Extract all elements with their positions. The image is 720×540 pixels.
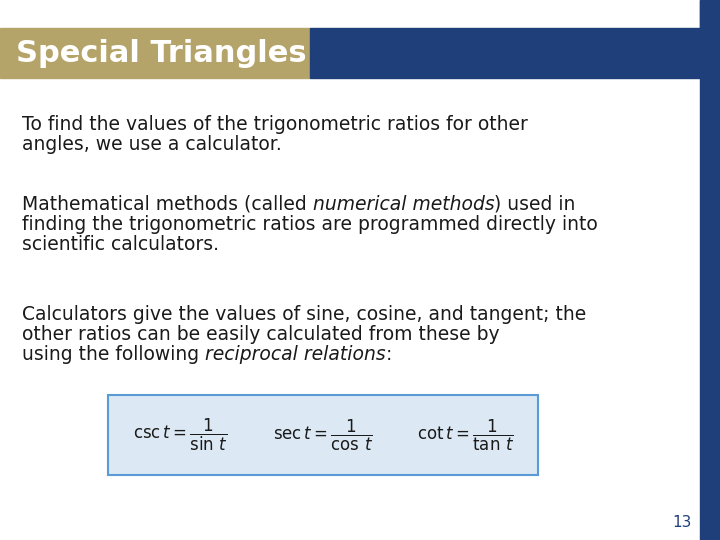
Text: 13: 13 xyxy=(672,515,692,530)
Text: numerical methods: numerical methods xyxy=(312,195,495,214)
Text: angles, we use a calculator.: angles, we use a calculator. xyxy=(22,135,282,154)
Text: Calculators give the values of sine, cosine, and tangent; the: Calculators give the values of sine, cos… xyxy=(22,305,586,324)
Text: other ratios can be easily calculated from these by: other ratios can be easily calculated fr… xyxy=(22,325,500,344)
Text: finding the trigonometric ratios are programmed directly into: finding the trigonometric ratios are pro… xyxy=(22,215,598,234)
Bar xyxy=(700,0,720,540)
Text: To find the values of the trigonometric ratios for other: To find the values of the trigonometric … xyxy=(22,115,528,134)
Text: Special Triangles: Special Triangles xyxy=(16,38,307,68)
Text: Mathematical methods (called: Mathematical methods (called xyxy=(22,195,312,214)
Bar xyxy=(0,28,310,78)
Text: :: : xyxy=(386,345,392,364)
Text: $\mathrm{csc}\,t = \dfrac{1}{\sin\,t}$: $\mathrm{csc}\,t = \dfrac{1}{\sin\,t}$ xyxy=(132,417,228,453)
Bar xyxy=(700,0,720,30)
Text: $\mathrm{sec}\,t = \dfrac{1}{\cos\,t}$: $\mathrm{sec}\,t = \dfrac{1}{\cos\,t}$ xyxy=(273,417,373,453)
Text: $\mathrm{cot}\,t = \dfrac{1}{\tan\,t}$: $\mathrm{cot}\,t = \dfrac{1}{\tan\,t}$ xyxy=(418,417,515,453)
Text: using the following: using the following xyxy=(22,345,205,364)
Text: reciprocal relations: reciprocal relations xyxy=(205,345,386,364)
Text: ) used in: ) used in xyxy=(495,195,576,214)
Text: scientific calculators.: scientific calculators. xyxy=(22,235,219,254)
Bar xyxy=(310,28,700,78)
FancyBboxPatch shape xyxy=(108,395,538,475)
